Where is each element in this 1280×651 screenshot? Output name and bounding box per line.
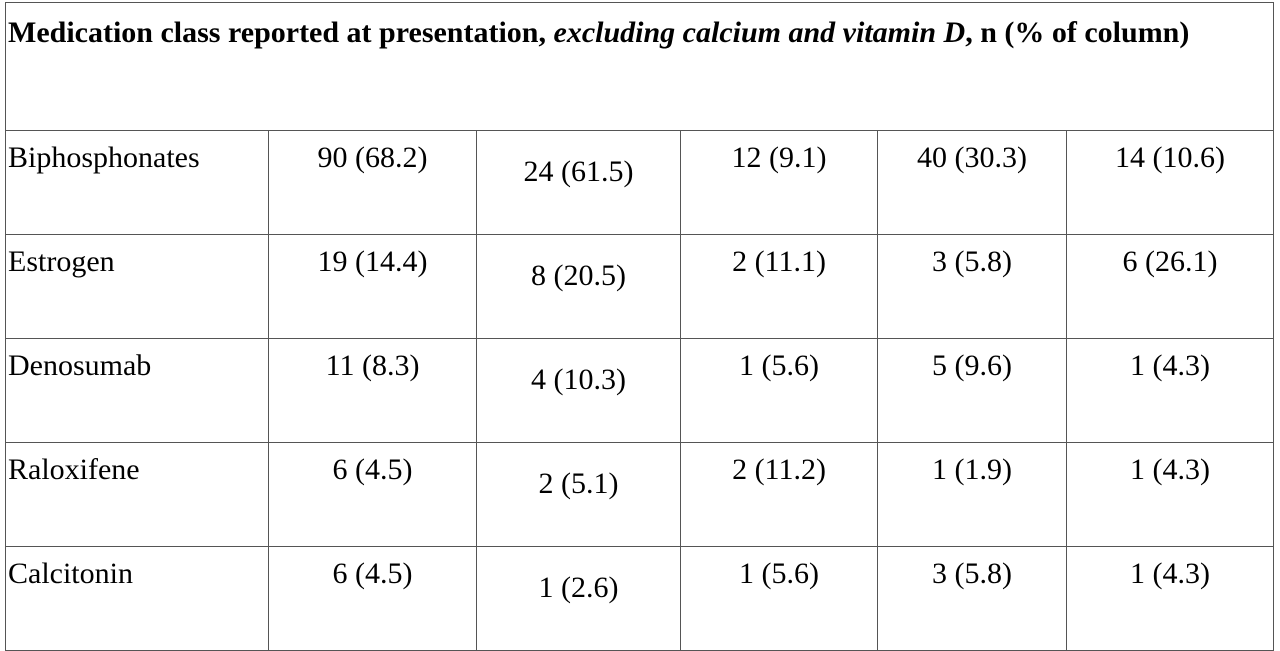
table-cell: 19 (14.4) xyxy=(268,234,477,339)
row-label: Calcitonin xyxy=(5,546,269,651)
table-cell: 24 (61.5) xyxy=(476,130,681,235)
page: {"header": {"title_parts": ["Medication … xyxy=(4,2,1275,651)
table-cell: 2 (5.1) xyxy=(476,442,681,547)
table-cell: 4 (10.3) xyxy=(476,338,681,443)
table-cell: 5 (9.6) xyxy=(877,338,1067,443)
table-cell: 90 (68.2) xyxy=(268,130,477,235)
table-cell: 1 (2.6) xyxy=(476,546,681,651)
table-cell: 2 (11.1) xyxy=(680,234,878,339)
table-cell: 12 (9.1) xyxy=(680,130,878,235)
table-cell: 1 (4.3) xyxy=(1065,442,1275,547)
table-cell: 3 (5.8) xyxy=(877,234,1067,339)
table-cell: 1 (4.3) xyxy=(1065,338,1275,443)
row-label: Estrogen xyxy=(5,234,269,339)
table-cell: 6 (4.5) xyxy=(268,546,477,651)
table-row: Estrogen 19 (14.4) 8 (20.5) 2 (11.1) 3 (5.8)… xyxy=(5,234,1275,339)
table-row: Raloxifene 6 (4.5) 2 (5.1) 2 (11.2) 1 (1.9) 1… xyxy=(5,442,1275,547)
title-part: , n (% of column) xyxy=(965,16,1190,49)
table-cell: 1 (4.3) xyxy=(1065,546,1275,651)
table-row: Denosumab 11 (8.3) 4 (10.3) 1 (5.6) 5 (9.6) 1… xyxy=(5,338,1275,443)
title-part: Medication class reported at presentatio… xyxy=(8,16,546,49)
row-label: Denosumab xyxy=(5,338,269,443)
table-cell: 8 (20.5) xyxy=(476,234,681,339)
row-label: Biphosphonates xyxy=(5,130,269,235)
table-cell: 11 (8.3) xyxy=(268,338,477,443)
table-cell: 1 (5.6) xyxy=(680,338,878,443)
table-cell: 3 (5.8) xyxy=(877,546,1067,651)
table-cell: 6 (26.1) xyxy=(1065,234,1275,339)
table-cell: 2 (11.2) xyxy=(680,442,878,547)
table-header: Medication class reported at presentatio… xyxy=(4,2,1275,131)
title-part: excluding calcium and vitamin D xyxy=(553,16,966,49)
table-cell: 14 (10.6) xyxy=(1065,130,1275,235)
table-row: Calcitonin 6 (4.5) 1 (2.6) 1 (5.6) 3 (5.8) 1 … xyxy=(5,546,1275,651)
table-cell: 40 (30.3) xyxy=(877,130,1067,235)
table-cell: 1 (1.9) xyxy=(877,442,1067,547)
medication-table: Medication class reported at presentatio… xyxy=(4,2,1275,651)
row-label: Raloxifene xyxy=(5,442,269,547)
table-row: Biphosphonates 90 (68.2) 24 (61.5) 12 (9.1)… xyxy=(5,130,1275,235)
table-cell: 6 (4.5) xyxy=(268,442,477,547)
table-cell: 1 (5.6) xyxy=(680,546,878,651)
